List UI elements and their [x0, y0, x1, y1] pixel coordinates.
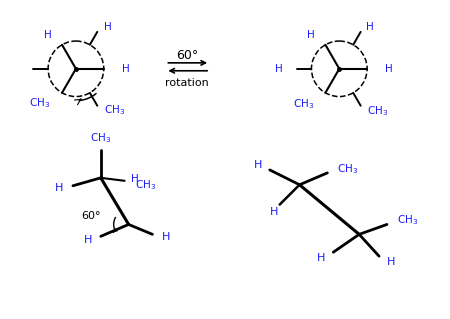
Text: H: H	[162, 232, 170, 242]
Text: rotation: rotation	[165, 78, 209, 88]
Text: H: H	[385, 64, 393, 74]
Text: CH$_3$: CH$_3$	[104, 104, 125, 117]
Text: H: H	[104, 22, 112, 32]
Text: H: H	[366, 22, 374, 32]
Text: 60°: 60°	[81, 211, 101, 221]
Text: H: H	[317, 253, 325, 263]
Text: CH$_3$: CH$_3$	[338, 162, 359, 176]
Text: CH$_3$: CH$_3$	[397, 213, 418, 227]
Text: H: H	[130, 174, 138, 184]
Text: H: H	[307, 30, 315, 40]
Text: H: H	[270, 206, 278, 217]
Text: CH$_3$: CH$_3$	[293, 97, 314, 111]
Text: H: H	[253, 160, 262, 170]
Text: H: H	[83, 235, 92, 245]
Text: 60°: 60°	[176, 49, 198, 63]
Text: CH$_3$: CH$_3$	[90, 131, 112, 145]
Text: H: H	[44, 30, 52, 40]
Text: H: H	[122, 64, 130, 74]
Text: H: H	[387, 257, 396, 267]
Text: CH$_3$: CH$_3$	[135, 178, 156, 192]
Text: H: H	[275, 64, 283, 74]
Text: CH$_3$: CH$_3$	[367, 105, 388, 118]
Text: CH$_3$: CH$_3$	[29, 96, 50, 110]
Text: H: H	[54, 183, 63, 193]
